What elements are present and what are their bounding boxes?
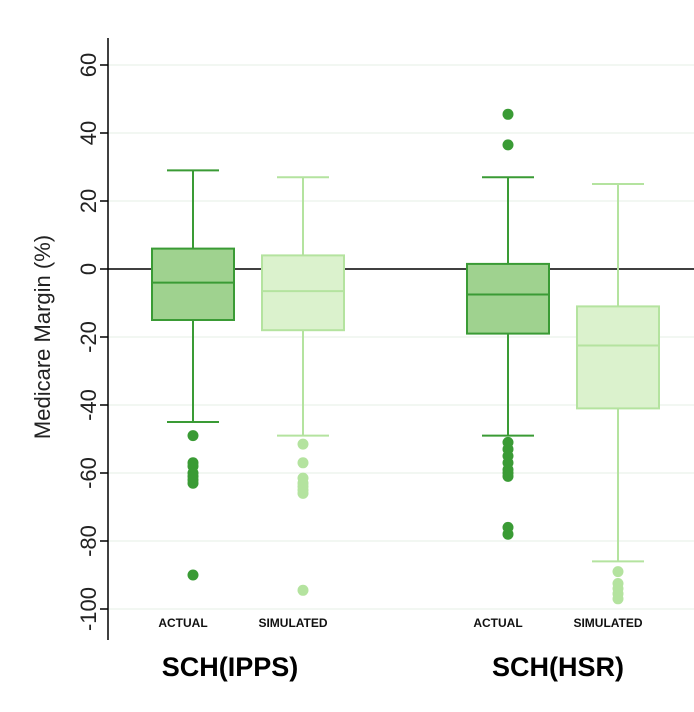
- y-tick-label: -100: [76, 587, 101, 631]
- y-tick-label: 40: [76, 121, 101, 145]
- box-label: ACTUAL: [158, 616, 207, 630]
- group-label: SCH(IPPS): [162, 652, 299, 682]
- outlier-point: [502, 108, 514, 120]
- iqr-box: [466, 262, 550, 335]
- y-tick-label: 0: [76, 263, 101, 275]
- box-label: ACTUAL: [473, 616, 522, 630]
- outlier-point: [297, 438, 309, 450]
- iqr-box: [151, 247, 235, 322]
- category-labels: ACTUAL SIMULATED SCH(IPPS) ACTUAL SIMULATED S…: [158, 616, 643, 682]
- y-axis-label: Medicare Margin (%): [30, 235, 55, 439]
- outlier-point: [297, 457, 309, 469]
- box-label: SIMULATED: [258, 616, 327, 630]
- box-actual: [151, 169, 235, 581]
- outlier-point: [502, 470, 514, 482]
- outlier-point: [187, 430, 199, 442]
- box-simulated: [261, 176, 345, 596]
- y-axis: 60 40 20 0 -20 -40 -60 -80 -100: [76, 38, 109, 640]
- group-label: SCH(HSR): [492, 652, 624, 682]
- outlier-point: [502, 528, 514, 540]
- y-tick-label: -40: [76, 389, 101, 421]
- outlier-point: [297, 584, 309, 596]
- outlier-point: [187, 569, 199, 581]
- iqr-box: [261, 254, 345, 332]
- outlier-point: [297, 487, 309, 499]
- y-tick-label: -80: [76, 525, 101, 557]
- y-tick-label: 20: [76, 189, 101, 213]
- box-actual: [466, 108, 550, 540]
- outlier-point: [187, 477, 199, 489]
- y-tick-label: 60: [76, 53, 101, 77]
- outlier-point: [612, 593, 624, 605]
- iqr-box: [576, 305, 660, 410]
- box-label: SIMULATED: [573, 616, 642, 630]
- boxes: [151, 108, 660, 605]
- box-simulated: [576, 183, 660, 605]
- outlier-point: [612, 566, 624, 578]
- y-tick-label: -60: [76, 457, 101, 489]
- outlier-point: [502, 139, 514, 151]
- y-tick-label: -20: [76, 321, 101, 353]
